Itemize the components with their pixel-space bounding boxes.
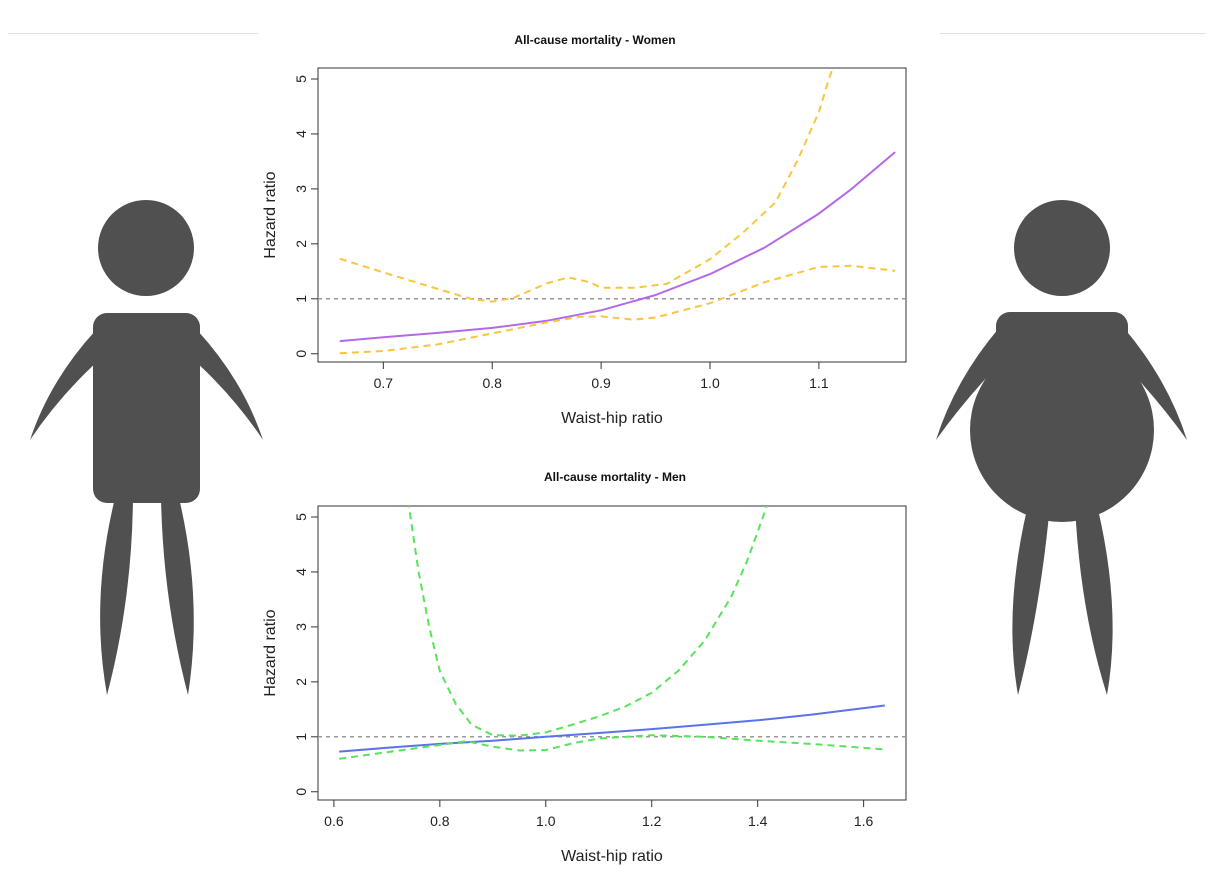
men-plot-frame: [317, 505, 907, 801]
women-x-tick-label: 0.9: [591, 375, 611, 391]
women-x-tick-label: 0.8: [482, 375, 502, 391]
women-y-axis-label: Hazard ratio: [262, 171, 279, 258]
women-x-tick-label: 1.0: [700, 375, 720, 391]
men-x-tick-label: 1.6: [854, 813, 874, 829]
top-left-rule: [8, 33, 258, 34]
men-x-tick-label: 1.2: [642, 813, 662, 829]
women-chart-title: All-cause mortality - Women: [514, 33, 675, 47]
women-plot-frame: [317, 67, 907, 363]
men-y-tick-label: 3: [293, 623, 309, 631]
women-estimate-line: [339, 151, 896, 343]
women-y-tick-label: 5: [293, 75, 309, 83]
men-y-tick-label: 5: [293, 513, 309, 521]
men-y-tick-label: 1: [293, 733, 309, 741]
men-y-tick-label: 0: [293, 788, 309, 796]
women-ci-lower-line: [339, 264, 896, 355]
men-x-tick-label: 1.0: [536, 813, 556, 829]
men-y-tick-label: 4: [293, 568, 309, 576]
men-ci-lower-line: [339, 734, 885, 760]
top-right-rule: [940, 33, 1206, 34]
men-x-axis-label: Waist-hip ratio: [561, 848, 663, 865]
abdominal-obesity-person-icon: [936, 200, 1187, 695]
men-x-tick-label: 0.8: [430, 813, 450, 829]
women-y-tick-label: 1: [293, 295, 309, 303]
men-x-tick-label: 1.4: [748, 813, 768, 829]
women-y-tick-label: 3: [293, 185, 309, 193]
women-x-tick-label: 1.1: [809, 375, 829, 391]
men-ci-upper-line: [407, 506, 768, 737]
men-y-tick-label: 2: [293, 678, 309, 686]
men-x-tick-label: 0.6: [324, 813, 344, 829]
men-chart: All-cause mortality - Men 0.6 0.8 1.0 1.2 1.…: [262, 470, 907, 865]
men-chart-title: All-cause mortality - Men: [544, 470, 686, 484]
women-y-tick-label: 2: [293, 240, 309, 248]
women-chart: All-cause mortality - Women 0.7 0.8 0.9 1.0…: [262, 33, 907, 427]
men-estimate-line: [339, 704, 885, 753]
slim-person-icon: [30, 200, 263, 695]
men-y-axis-label: Hazard ratio: [262, 609, 279, 696]
women-ci-upper-line: [339, 68, 835, 303]
women-x-tick-label: 0.7: [374, 375, 394, 391]
women-x-axis-label: Waist-hip ratio: [561, 410, 663, 427]
women-y-tick-label: 4: [293, 130, 309, 138]
women-y-tick-label: 0: [293, 350, 309, 358]
